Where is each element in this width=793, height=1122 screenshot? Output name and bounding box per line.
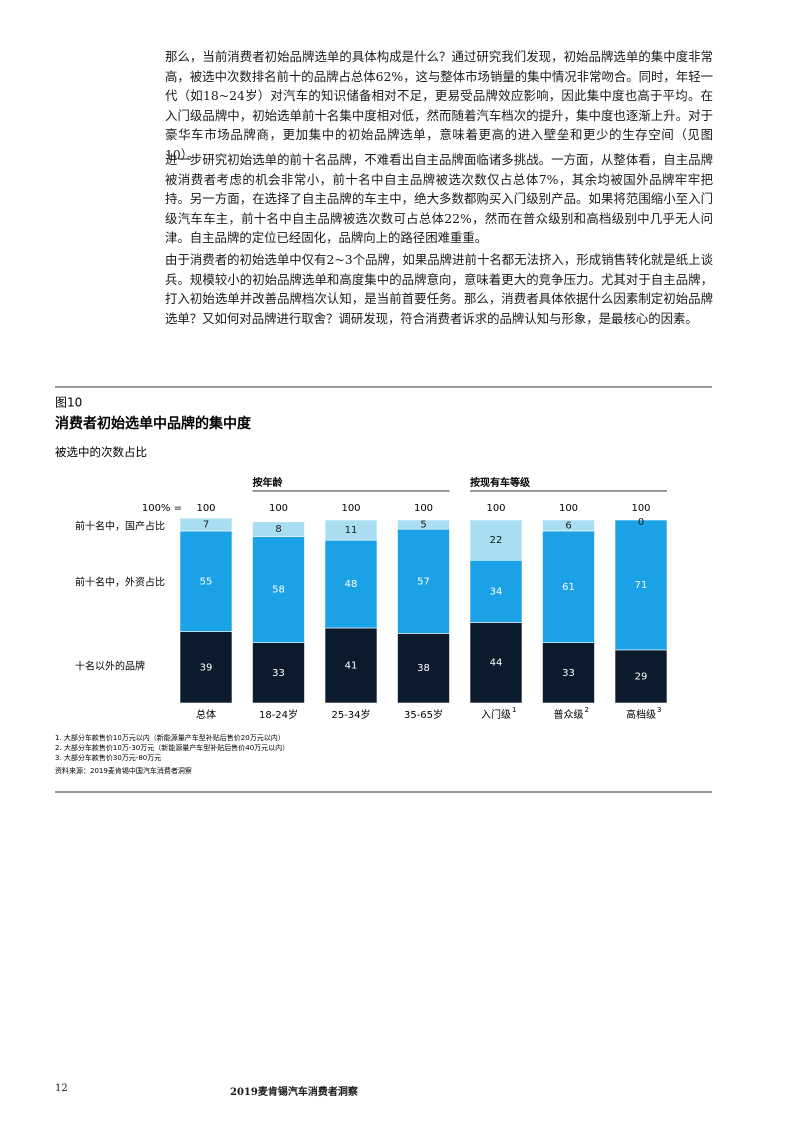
value-label: 34 (490, 586, 503, 597)
figure-label: 图10 (55, 396, 82, 410)
bar-segment (469, 519, 523, 561)
totals-label: 100% = (142, 503, 182, 514)
bar-segment (397, 528, 450, 634)
value-label: 8 (275, 524, 281, 535)
x-tick-label: 25-34岁 (331, 708, 370, 721)
value-label: 0 (638, 517, 644, 528)
value-label: 48 (345, 579, 358, 590)
total-label: 100 (559, 503, 578, 514)
footnote-mark: 1 (512, 706, 516, 714)
x-tick-label: 总体 (196, 708, 216, 721)
value-label: 41 (345, 660, 358, 671)
legend-label: 十名以外的品牌 (75, 660, 145, 673)
value-label: 33 (272, 668, 285, 679)
footnote-mark: 3 (657, 706, 661, 714)
group-label: 按年龄 (253, 476, 284, 489)
bar-segment (614, 649, 668, 704)
legend-label: 前十名中，国产占比 (75, 520, 165, 533)
bar-segment (469, 559, 523, 623)
x-tick-label: 18-24岁 (259, 708, 298, 721)
bar-segment (179, 517, 233, 532)
bar-segment (542, 642, 595, 704)
footnote: 2. 大部分车款售价10万-30万元（新能源量产车型补贴后售价40万元以内） (55, 743, 289, 752)
value-label: 57 (417, 576, 430, 587)
value-label: 71 (635, 580, 648, 591)
value-label: 7 (203, 520, 209, 531)
footnote-mark: 2 (585, 706, 589, 714)
page-number: 12 (55, 1083, 68, 1094)
paragraph: 由于消费者的初始选单中仅有2~3个品牌，如果品牌进前十名都无法挤入，形成销售转化… (165, 252, 713, 326)
bar-segment (397, 633, 450, 704)
x-tick-label: 普众级 (554, 708, 584, 721)
bar-segment (252, 536, 305, 643)
value-label: 39 (200, 662, 213, 673)
footnote: 1. 大部分车款售价10万元以内（新能源量产车型补贴后售价20万元以内） (55, 733, 285, 742)
bar-segment (542, 530, 595, 643)
source: 资料来源：2019麦肯锡中国汽车消费者洞察 (55, 766, 192, 775)
bar-segment (324, 539, 378, 629)
value-label: 33 (562, 668, 575, 679)
bar-segment (324, 519, 378, 541)
bar-segment (179, 631, 233, 704)
value-label: 58 (272, 585, 285, 596)
total-label: 100 (269, 503, 288, 514)
bar-segment (614, 519, 668, 651)
bar-segment (469, 622, 523, 704)
chart-subtitle: 被选中的次数占比 (55, 445, 147, 459)
total-label: 100 (414, 503, 433, 514)
value-label: 22 (490, 535, 503, 546)
bar-segment (252, 642, 305, 704)
paragraph: 进一步研究初始选单的前十名品牌，不难看出自主品牌面临诸多挑战。一方面，从整体看，… (165, 152, 713, 246)
value-label: 6 (565, 520, 571, 531)
paragraph: 那么，当前消费者初始品牌选单的具体构成是什么？通过研究我们发现，初始品牌选单的集… (165, 49, 713, 162)
value-label: 11 (345, 525, 358, 536)
value-label: 44 (490, 658, 503, 669)
x-tick-label: 35-65岁 (404, 708, 443, 721)
footer-title: 2019麦肯锡汽车消费者洞察 (230, 1087, 358, 1098)
bar-segment (179, 530, 233, 632)
total-label: 100 (341, 503, 360, 514)
footnote: 3. 大部分车款售价30万元-80万元 (55, 753, 161, 762)
figure: 图10 消费者初始选单中品牌的集中度 被选中的次数占比 100% = 1. 大部… (55, 386, 712, 793)
bar-segment (397, 519, 450, 530)
bar-segment (542, 519, 595, 532)
bar-segment (324, 627, 378, 704)
value-label: 5 (420, 520, 426, 531)
total-label: 100 (196, 503, 215, 514)
x-tick-label: 入门级 (481, 708, 511, 721)
x-tick-label: 高档级 (626, 708, 656, 721)
legend-label: 前十名中，外资占比 (75, 576, 165, 589)
bar-segment (252, 521, 305, 537)
chart-title: 消费者初始选单中品牌的集中度 (55, 415, 252, 432)
group-label: 按现有车等级 (470, 476, 531, 489)
value-label: 55 (200, 576, 213, 587)
total-label: 100 (486, 503, 505, 514)
value-label: 38 (417, 663, 430, 674)
value-label: 29 (635, 671, 648, 682)
total-label: 100 (631, 503, 650, 514)
value-label: 61 (562, 582, 575, 593)
